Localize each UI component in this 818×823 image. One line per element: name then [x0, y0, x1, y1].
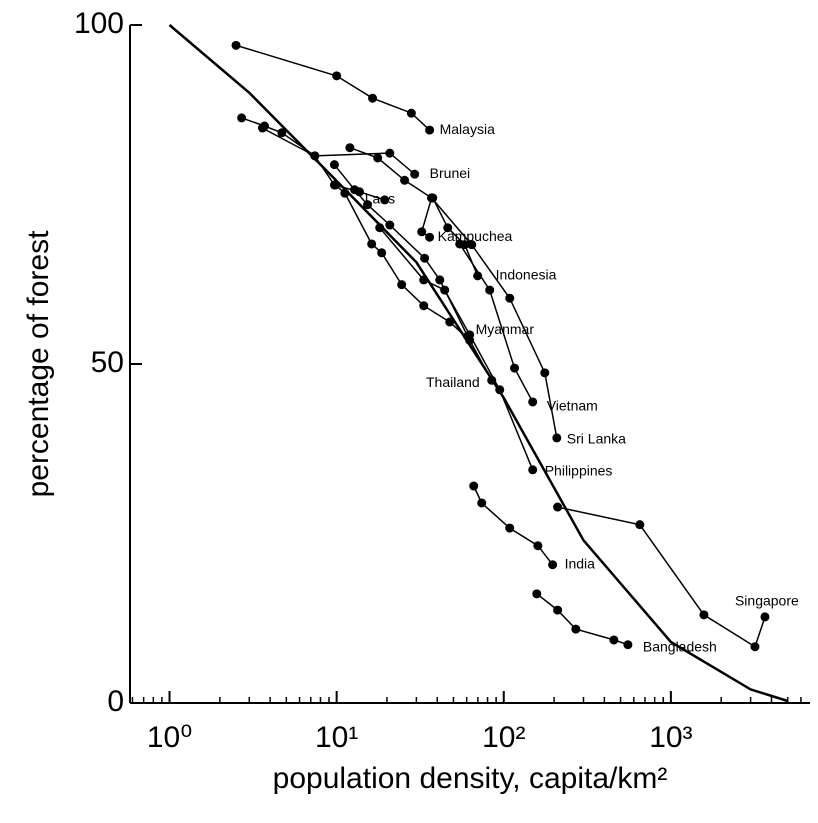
y-axis-title: percentage of forest [22, 230, 55, 498]
y-tick-label: 50 [91, 346, 124, 379]
data-point [375, 223, 385, 233]
data-point [510, 363, 520, 373]
data-point [760, 612, 770, 622]
series-label: Philippines [545, 462, 613, 478]
data-point [377, 248, 387, 258]
data-point [400, 175, 410, 185]
country-line [235, 44, 431, 131]
series-label: Kampuchea [438, 228, 513, 244]
data-point [330, 180, 340, 190]
data-point [635, 520, 645, 530]
data-point [532, 589, 542, 599]
data-point [329, 160, 339, 170]
data-point [385, 220, 395, 230]
data-point [455, 239, 465, 249]
data-point [435, 275, 445, 285]
series-label: Bangladesh [643, 638, 717, 654]
data-point [540, 368, 550, 378]
data-point [440, 285, 450, 295]
data-point [332, 71, 342, 81]
country-line [459, 243, 534, 403]
data-point [553, 502, 563, 512]
series-label: Vietnam [547, 398, 598, 414]
y-tick-label: 0 [107, 685, 124, 718]
data-point [363, 200, 373, 210]
data-point [552, 433, 562, 443]
data-point [350, 185, 360, 195]
data-point [367, 239, 377, 249]
data-point [231, 40, 241, 50]
series-label: Singapore [735, 593, 799, 609]
data-point [397, 280, 407, 290]
series-label: Malaysia [440, 121, 495, 137]
data-point [469, 481, 479, 491]
x-tick-label: 10¹ [315, 721, 358, 754]
series-label: Thailand [426, 374, 480, 390]
data-point [406, 108, 416, 118]
data-point [445, 317, 455, 327]
data-point [310, 151, 320, 161]
series-label: Sri Lanka [567, 431, 626, 447]
data-point [477, 498, 487, 508]
country-line [557, 506, 766, 648]
data-point [699, 610, 709, 620]
data-point [467, 240, 477, 250]
series-label: Brunei [430, 165, 470, 181]
data-point [277, 128, 287, 138]
country-line [334, 184, 493, 381]
data-point [553, 605, 563, 615]
data-point [373, 153, 383, 163]
x-tick-label: 10³ [649, 721, 692, 754]
series-label: India [565, 555, 596, 571]
data-point [419, 301, 429, 311]
data-point [623, 640, 633, 650]
data-point [368, 93, 378, 103]
data-point [258, 123, 268, 133]
data-point [419, 275, 429, 285]
data-point [505, 293, 515, 303]
data-point [237, 113, 247, 123]
data-point [427, 193, 437, 203]
x-tick-label: 10² [482, 721, 525, 754]
data-point [410, 169, 420, 179]
series-label: Laos [365, 191, 395, 207]
data-point [571, 624, 581, 634]
country-line [262, 127, 385, 201]
x-axis-title: population density, capita/km² [273, 762, 668, 795]
series-label: Myanmar [476, 321, 535, 337]
series-label: Indonesia [496, 267, 557, 283]
data-point [528, 465, 538, 475]
data-point [533, 541, 543, 551]
data-point [417, 227, 427, 237]
data-point [385, 148, 395, 158]
data-point [420, 253, 430, 263]
data-point [750, 642, 760, 652]
data-point [443, 223, 453, 233]
y-tick-label: 100 [74, 7, 124, 40]
data-point [380, 195, 390, 205]
data-point [425, 232, 435, 242]
data-point [495, 385, 505, 395]
data-point [473, 271, 483, 281]
x-tick-label: 10⁰ [147, 721, 192, 754]
data-point [548, 560, 558, 570]
data-point [465, 330, 475, 340]
data-point [345, 143, 355, 153]
data-point [340, 188, 350, 198]
data-point [609, 635, 619, 645]
data-point [425, 125, 435, 135]
data-point [505, 523, 515, 533]
country-line [379, 227, 534, 471]
data-point [528, 397, 538, 407]
data-point [485, 285, 495, 295]
